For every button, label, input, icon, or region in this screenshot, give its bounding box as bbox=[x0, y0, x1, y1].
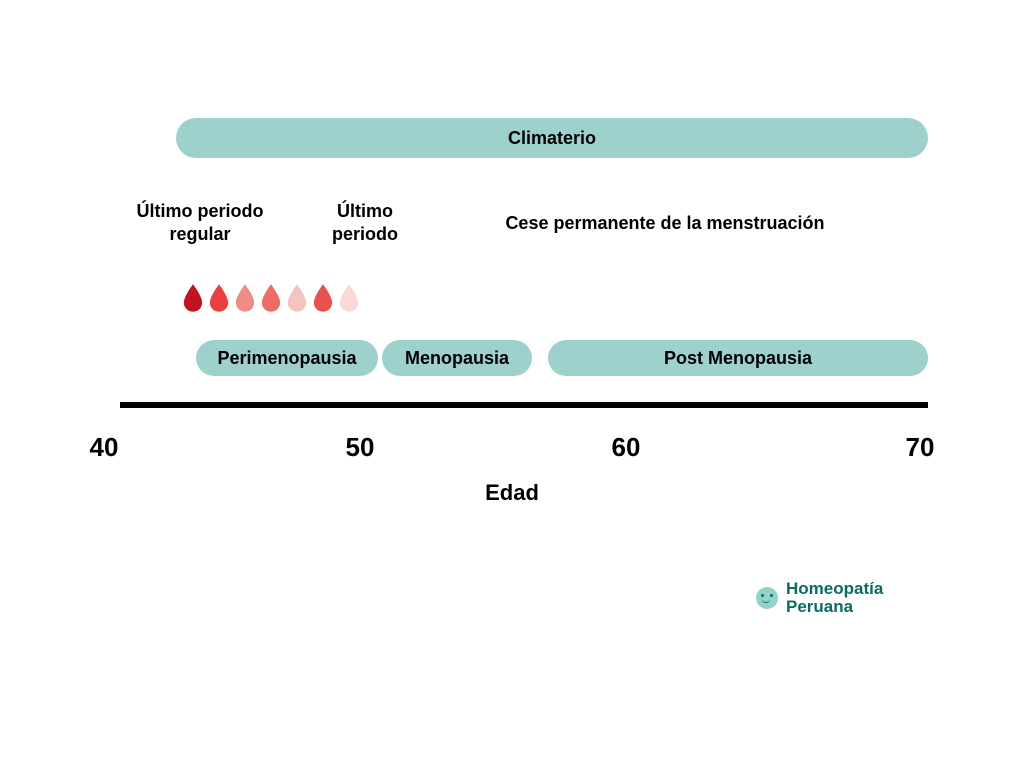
drop-icon bbox=[234, 283, 256, 313]
drop-icon bbox=[208, 283, 230, 313]
drop-icon bbox=[312, 283, 334, 313]
drop-icon bbox=[286, 283, 308, 313]
age-tick: 40 bbox=[74, 432, 134, 463]
smiley-icon bbox=[756, 587, 778, 609]
infographic-canvas: Climaterio Último periodo regular Último… bbox=[0, 0, 1024, 768]
climaterio-label: Climaterio bbox=[508, 128, 596, 149]
age-axis-line bbox=[120, 402, 928, 408]
annotation-line2: regular bbox=[169, 224, 230, 244]
climaterio-pill: Climaterio bbox=[176, 118, 928, 158]
age-tick: 50 bbox=[330, 432, 390, 463]
stage-pill-label: Perimenopausia bbox=[217, 348, 356, 369]
axis-label-text: Edad bbox=[485, 480, 539, 505]
stage-pill: Menopausia bbox=[382, 340, 532, 376]
stage-pill-label: Post Menopausia bbox=[664, 348, 812, 369]
brand-line1: Homeopatía bbox=[786, 579, 883, 598]
annotation-line1: Último bbox=[337, 201, 393, 221]
annotation-last-period: Último periodo bbox=[310, 200, 420, 247]
brand-logo: Homeopatía Peruana bbox=[756, 580, 883, 616]
age-axis-label: Edad bbox=[462, 480, 562, 506]
age-tick: 70 bbox=[890, 432, 950, 463]
drop-icon bbox=[260, 283, 282, 313]
stage-pill-label: Menopausia bbox=[405, 348, 509, 369]
annotation-line2: periodo bbox=[332, 224, 398, 244]
annotation-last-regular-period: Último periodo regular bbox=[105, 200, 295, 247]
brand-line2: Peruana bbox=[786, 597, 853, 616]
brand-name: Homeopatía Peruana bbox=[786, 580, 883, 616]
age-tick: 60 bbox=[596, 432, 656, 463]
period-drops-row bbox=[182, 283, 360, 313]
stage-pill: Perimenopausia bbox=[196, 340, 378, 376]
drop-icon bbox=[338, 283, 360, 313]
stage-pill: Post Menopausia bbox=[548, 340, 928, 376]
annotation-cessation: Cese permanente de la menstruación bbox=[460, 212, 870, 235]
annotation-line1: Último periodo bbox=[137, 201, 264, 221]
drop-icon bbox=[182, 283, 204, 313]
annotation-text: Cese permanente de la menstruación bbox=[505, 213, 824, 233]
